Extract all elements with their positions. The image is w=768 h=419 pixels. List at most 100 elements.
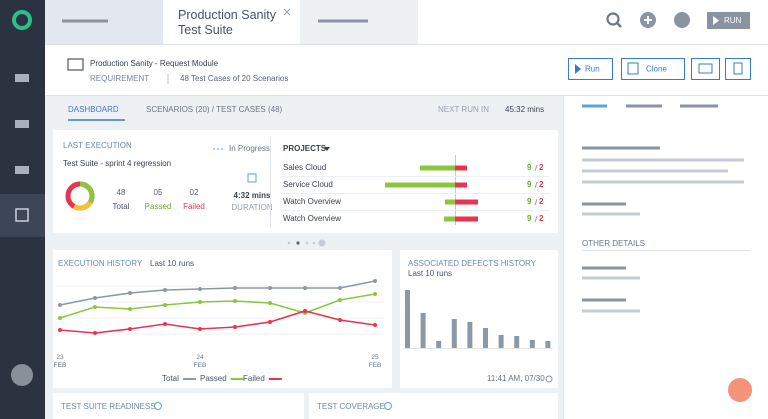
point [373,279,377,283]
pager-dot[interactable] [296,241,299,244]
stat-label: Passed [145,202,172,211]
point [128,291,132,295]
passed-count: 9 [527,180,532,189]
bar [421,313,426,348]
point [198,287,202,291]
timestamp: 11:41 AM, 07/30 [487,374,545,383]
project-name: Sales Cloud [283,163,326,172]
nav-active[interactable] [0,194,45,237]
point [163,303,167,307]
duration-label: DURATION [231,203,272,212]
point [338,298,342,302]
point [58,316,62,320]
project-name: Watch Overview [283,197,341,206]
failed-count: 2 [539,214,544,223]
bar [405,290,410,348]
bar [499,335,504,348]
point [198,300,202,304]
stat-value: 48 [117,188,126,197]
point [93,305,97,309]
chart-title: EXECUTION HISTORY [58,259,143,268]
failed-count: 2 [539,197,544,206]
clock-icon[interactable] [674,12,690,28]
swap-button[interactable] [692,59,720,80]
pager-next[interactable] [319,240,326,247]
point [373,292,377,296]
failed-bar [455,200,478,205]
x-tick-label: 24 FEB [192,354,208,370]
button-label: Run [585,65,600,74]
next-run-label: NEXT RUN IN [438,105,489,114]
delete-button[interactable] [726,59,751,80]
button-label: Clone [646,65,667,74]
x-tick-label: 25 FEB [367,354,383,370]
tab-title[interactable]: Production Sanity Test Suite [178,8,290,38]
stat-value: 05 [154,188,163,197]
nav-icon[interactable] [15,120,29,128]
card-title: TEST COVERAGE [317,402,385,411]
run-label: RUN [724,16,742,25]
point [163,322,167,326]
legend-label: Passed [200,374,227,383]
point [58,328,62,332]
legend-label: Failed [243,374,265,383]
point [198,327,202,331]
point [128,307,132,311]
passed-bar [420,166,455,171]
point [163,288,167,292]
projects-title: PROJECTS [283,144,327,153]
card-title: TEST SUITE READINESS [61,402,156,411]
suite-name: Test Suite - sprint 4 regression [63,159,171,168]
pager-dot[interactable] [288,242,291,245]
failed-bar [455,166,467,171]
bar [436,341,441,348]
failed-count: 2 [539,163,544,172]
point [93,296,97,300]
chart-subtitle: Last 10 runs [150,259,194,268]
point [268,301,272,305]
point [338,286,342,290]
point [338,318,342,322]
card-title: LAST EXECUTION [63,141,132,150]
project-name: Watch Overview [283,214,341,223]
bar [545,341,550,348]
x-tick-label: 23 FEB [52,354,68,370]
bar [452,319,457,348]
failed-count: 2 [539,180,544,189]
header-type: REQUIREMENT [90,74,149,83]
project-name: Service Cloud [283,180,333,189]
pager-dot[interactable] [306,242,309,245]
stat-label: Total [113,202,130,211]
nav-icon[interactable] [15,166,29,174]
passed-bar [445,200,455,205]
nav-tab[interactable]: SCENARIOS (20) / TEST CASES (48) [146,105,283,114]
failed-bar [455,183,467,188]
bar [514,336,519,348]
point [233,299,237,303]
section-title: OTHER DETAILS [582,239,645,248]
pager-dot[interactable] [313,242,316,245]
pager [288,240,326,247]
passed-bar [444,217,455,222]
help-button[interactable] [728,378,752,402]
stat-value: 02 [190,188,199,197]
status: In Progress [229,144,270,153]
point [233,325,237,329]
nav-tab[interactable]: DASHBOARD [68,105,119,114]
header-title: Production Sanity - Request Module [90,59,219,68]
chart-title: ASSOCIATED DEFECTS HISTORY [408,259,537,268]
next-run-value: 45:32 mins [505,105,544,114]
point [373,323,377,327]
bar [483,328,488,348]
point [268,286,272,290]
avatar[interactable] [11,364,33,386]
point [268,320,272,324]
point [233,286,237,290]
bar [467,322,472,348]
stat-label: Failed [183,202,205,211]
nav-icon[interactable] [15,74,29,82]
duration: 4:32 mins [234,191,271,200]
bar [530,340,535,348]
details-panel [563,96,768,419]
